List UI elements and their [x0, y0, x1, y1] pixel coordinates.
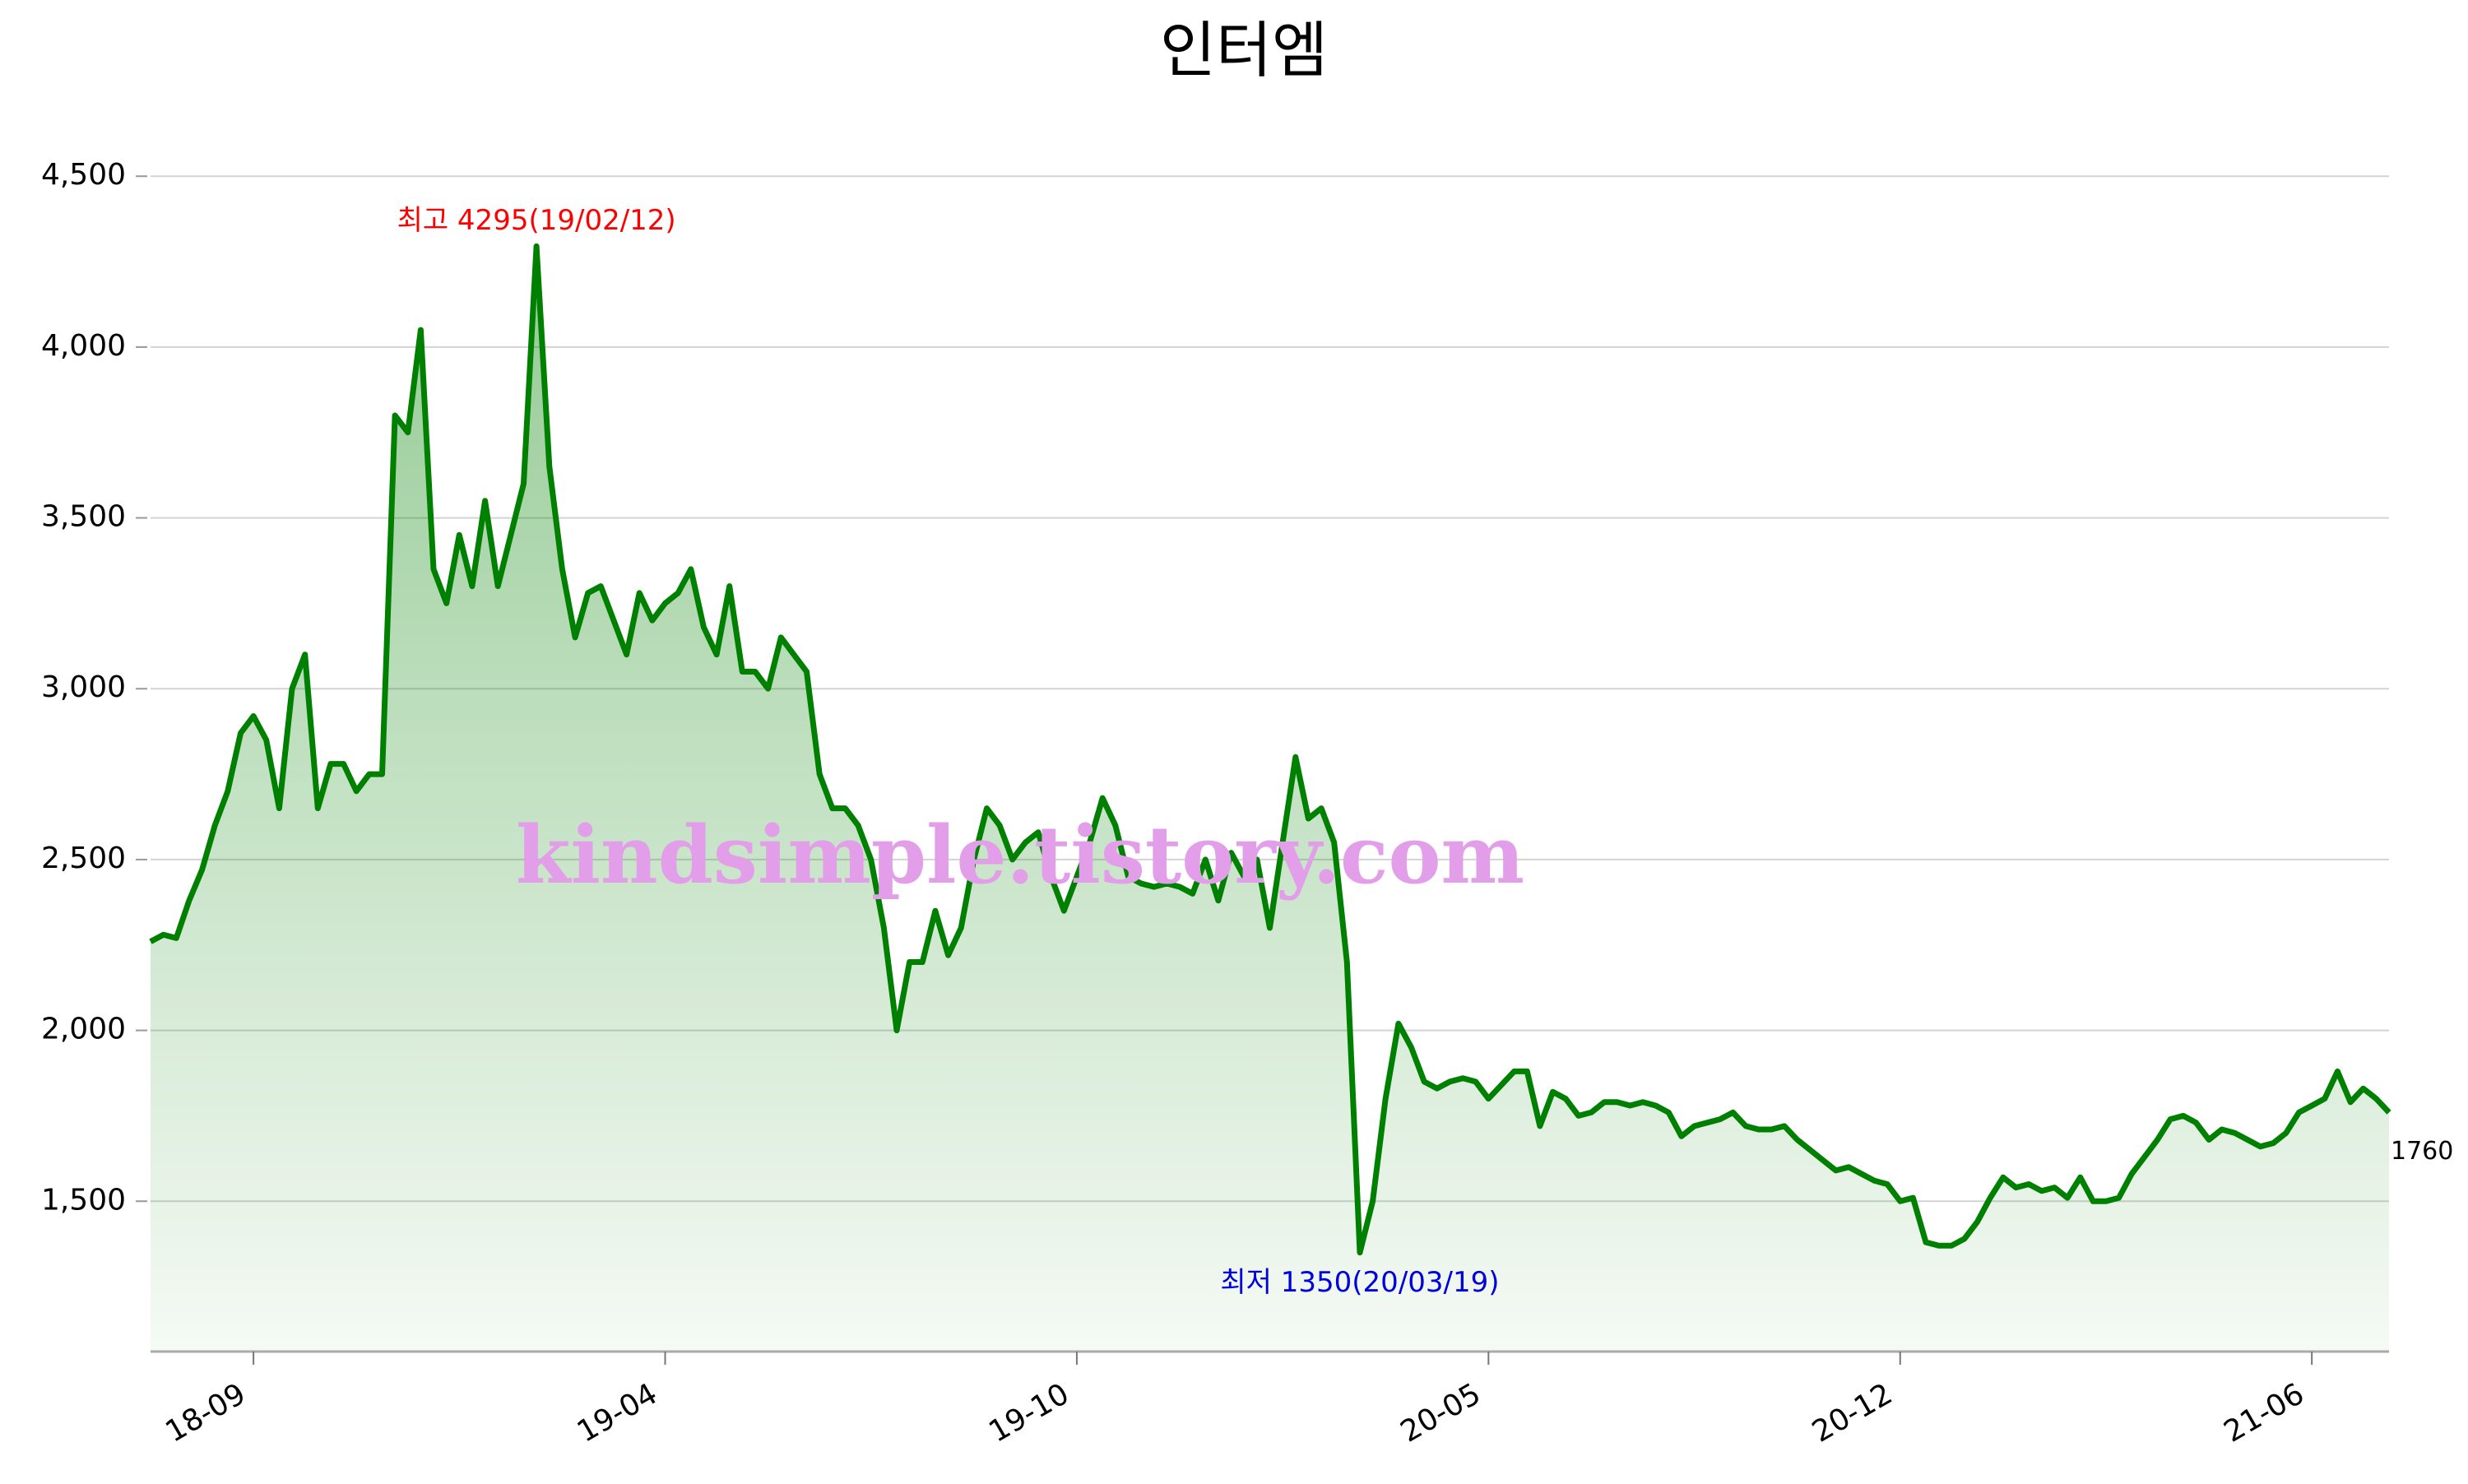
watermark: kindsimple.tistory.com [516, 809, 1524, 902]
y-tick-label: 1,500 [41, 1183, 126, 1217]
x-tick-label: 19-04 [572, 1377, 663, 1449]
y-tick-label: 2,000 [41, 1013, 126, 1046]
max-annotation: 최고 4295(19/02/12) [397, 204, 676, 237]
x-tick-label: 20-12 [1807, 1377, 1898, 1449]
y-tick-label: 3,500 [41, 500, 126, 534]
area [151, 246, 2389, 1352]
y-tick-label: 4,000 [41, 329, 126, 363]
x-tick-label: 20-05 [1395, 1377, 1487, 1449]
y-tick-label: 2,500 [41, 842, 126, 875]
x-tick-label: 21-06 [2219, 1377, 2310, 1449]
chart-title: 인터엠 [1160, 16, 1328, 86]
y-tick-label: 4,500 [41, 158, 126, 192]
min-annotation: 최저 1350(20/03/19) [1220, 1266, 1499, 1299]
x-tick-label: 18-09 [160, 1377, 252, 1449]
last-value-label: 1760 [2391, 1137, 2453, 1166]
y-tick-label: 3,000 [41, 670, 126, 704]
x-tick-label: 19-10 [983, 1377, 1074, 1449]
line [149, 243, 2391, 1256]
